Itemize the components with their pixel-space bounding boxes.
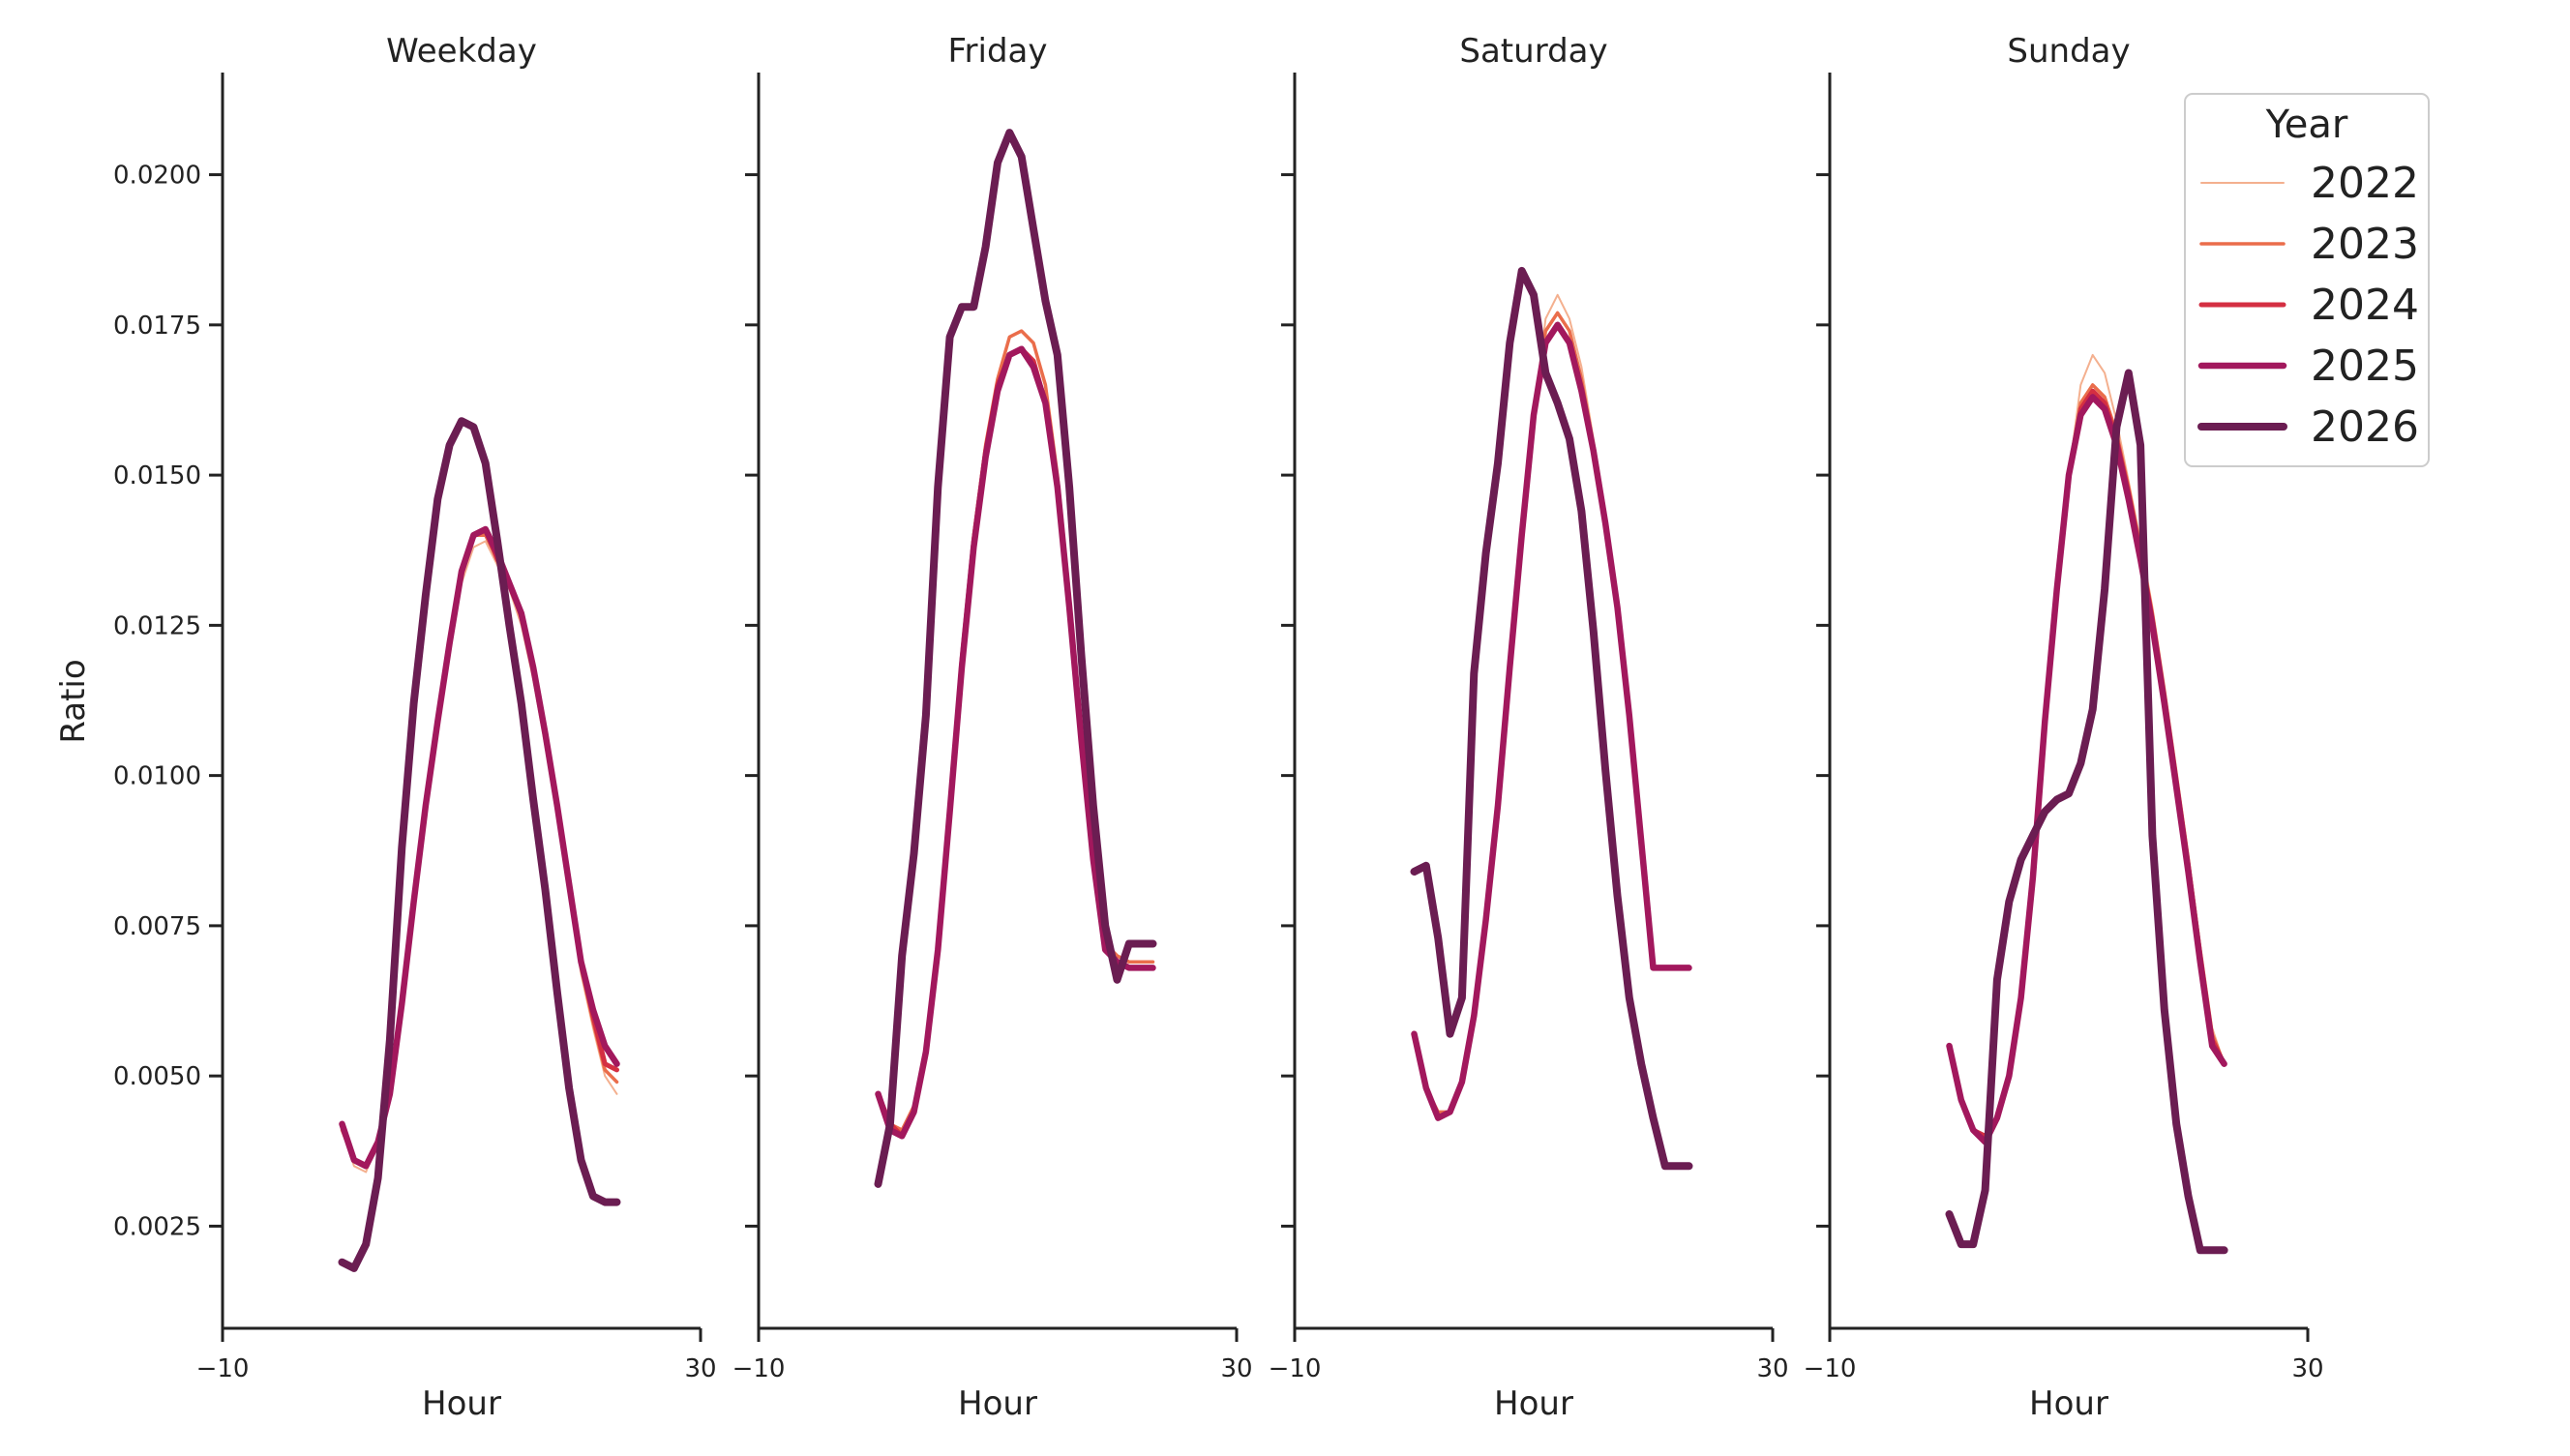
y-tick-label: 0.0200 (113, 162, 201, 191)
legend-label-2024: 2024 (2311, 281, 2419, 330)
saturday-series-line-2023 (1412, 311, 1691, 1114)
friday-series-line-2022 (877, 330, 1154, 1132)
sunday-x-axis-title: Hour (2029, 1384, 2108, 1423)
y-axis-title: Ratio (54, 659, 93, 743)
y-tick-label: 0.0175 (113, 312, 201, 341)
series-layer (338, 129, 2228, 1272)
sunday-series-line-2024 (1947, 388, 2227, 1139)
y-tick-label: 0.0050 (113, 1062, 201, 1091)
weekday-x-tick-label: 30 (684, 1354, 716, 1383)
y-tick-label: 0.0125 (113, 611, 201, 640)
saturday-x-tick-label: 30 (1756, 1354, 1788, 1383)
sunday-series-line-2026 (1945, 369, 2228, 1255)
y-tick-label: 0.0075 (113, 912, 201, 941)
legend-box (2184, 93, 2430, 467)
friday-series-line-2025 (875, 345, 1156, 1140)
sunday-panel-title: Sunday (2007, 32, 2130, 71)
y-tick-label: 0.0150 (113, 461, 201, 490)
saturday-panel-title: Saturday (1459, 32, 1607, 71)
legend-label-2023: 2023 (2311, 220, 2419, 269)
legend-label-2025: 2025 (2311, 342, 2419, 391)
saturday-series-line-2025 (1411, 321, 1692, 1121)
friday-series-line-2026 (874, 129, 1157, 1188)
y-tick-label: 0.0100 (113, 762, 201, 791)
friday-x-tick-label: 30 (1220, 1354, 1252, 1383)
weekday-series-line-2026 (338, 417, 621, 1272)
sunday-x-tick-label: 30 (2291, 1354, 2323, 1383)
friday-x-tick-label: −10 (732, 1354, 786, 1383)
axes-layer (209, 73, 2310, 1342)
friday-series-line-2023 (876, 329, 1155, 1132)
friday-panel-title: Friday (947, 32, 1047, 71)
legend-label-2022: 2022 (2311, 159, 2419, 208)
saturday-series-line-2024 (1412, 322, 1691, 1121)
weekday-x-tick-label: −10 (196, 1354, 250, 1383)
saturday-series-line-2026 (1410, 266, 1693, 1171)
sunday-series-line-2023 (1947, 383, 2226, 1139)
sunday-x-tick-label: −10 (1804, 1354, 1857, 1383)
labels-layer: 0.0025 0.0050 0.0075 0.0100 0.0125 0.0150 0.01… (54, 32, 2324, 1423)
weekday-x-axis-title: Hour (422, 1384, 501, 1423)
saturday-series-line-2022 (1413, 293, 1690, 1114)
y-tick-label: 0.0025 (113, 1212, 201, 1241)
legend-label-2026: 2026 (2311, 402, 2419, 452)
weekday-panel-title: Weekday (386, 32, 537, 71)
friday-series-line-2024 (876, 346, 1155, 1139)
saturday-x-tick-label: −10 (1269, 1354, 1322, 1383)
weekday-series-line-2024 (340, 526, 619, 1169)
weekday-series-line-2025 (339, 525, 620, 1170)
friday-x-axis-title: Hour (958, 1384, 1037, 1423)
legend-layer: Year 2022 2023 2024 2025 2026 (2184, 93, 2430, 467)
legend-title: Year (2265, 103, 2348, 147)
saturday-x-axis-title: Hour (1494, 1384, 1573, 1423)
sunday-series-line-2025 (1946, 394, 2227, 1145)
